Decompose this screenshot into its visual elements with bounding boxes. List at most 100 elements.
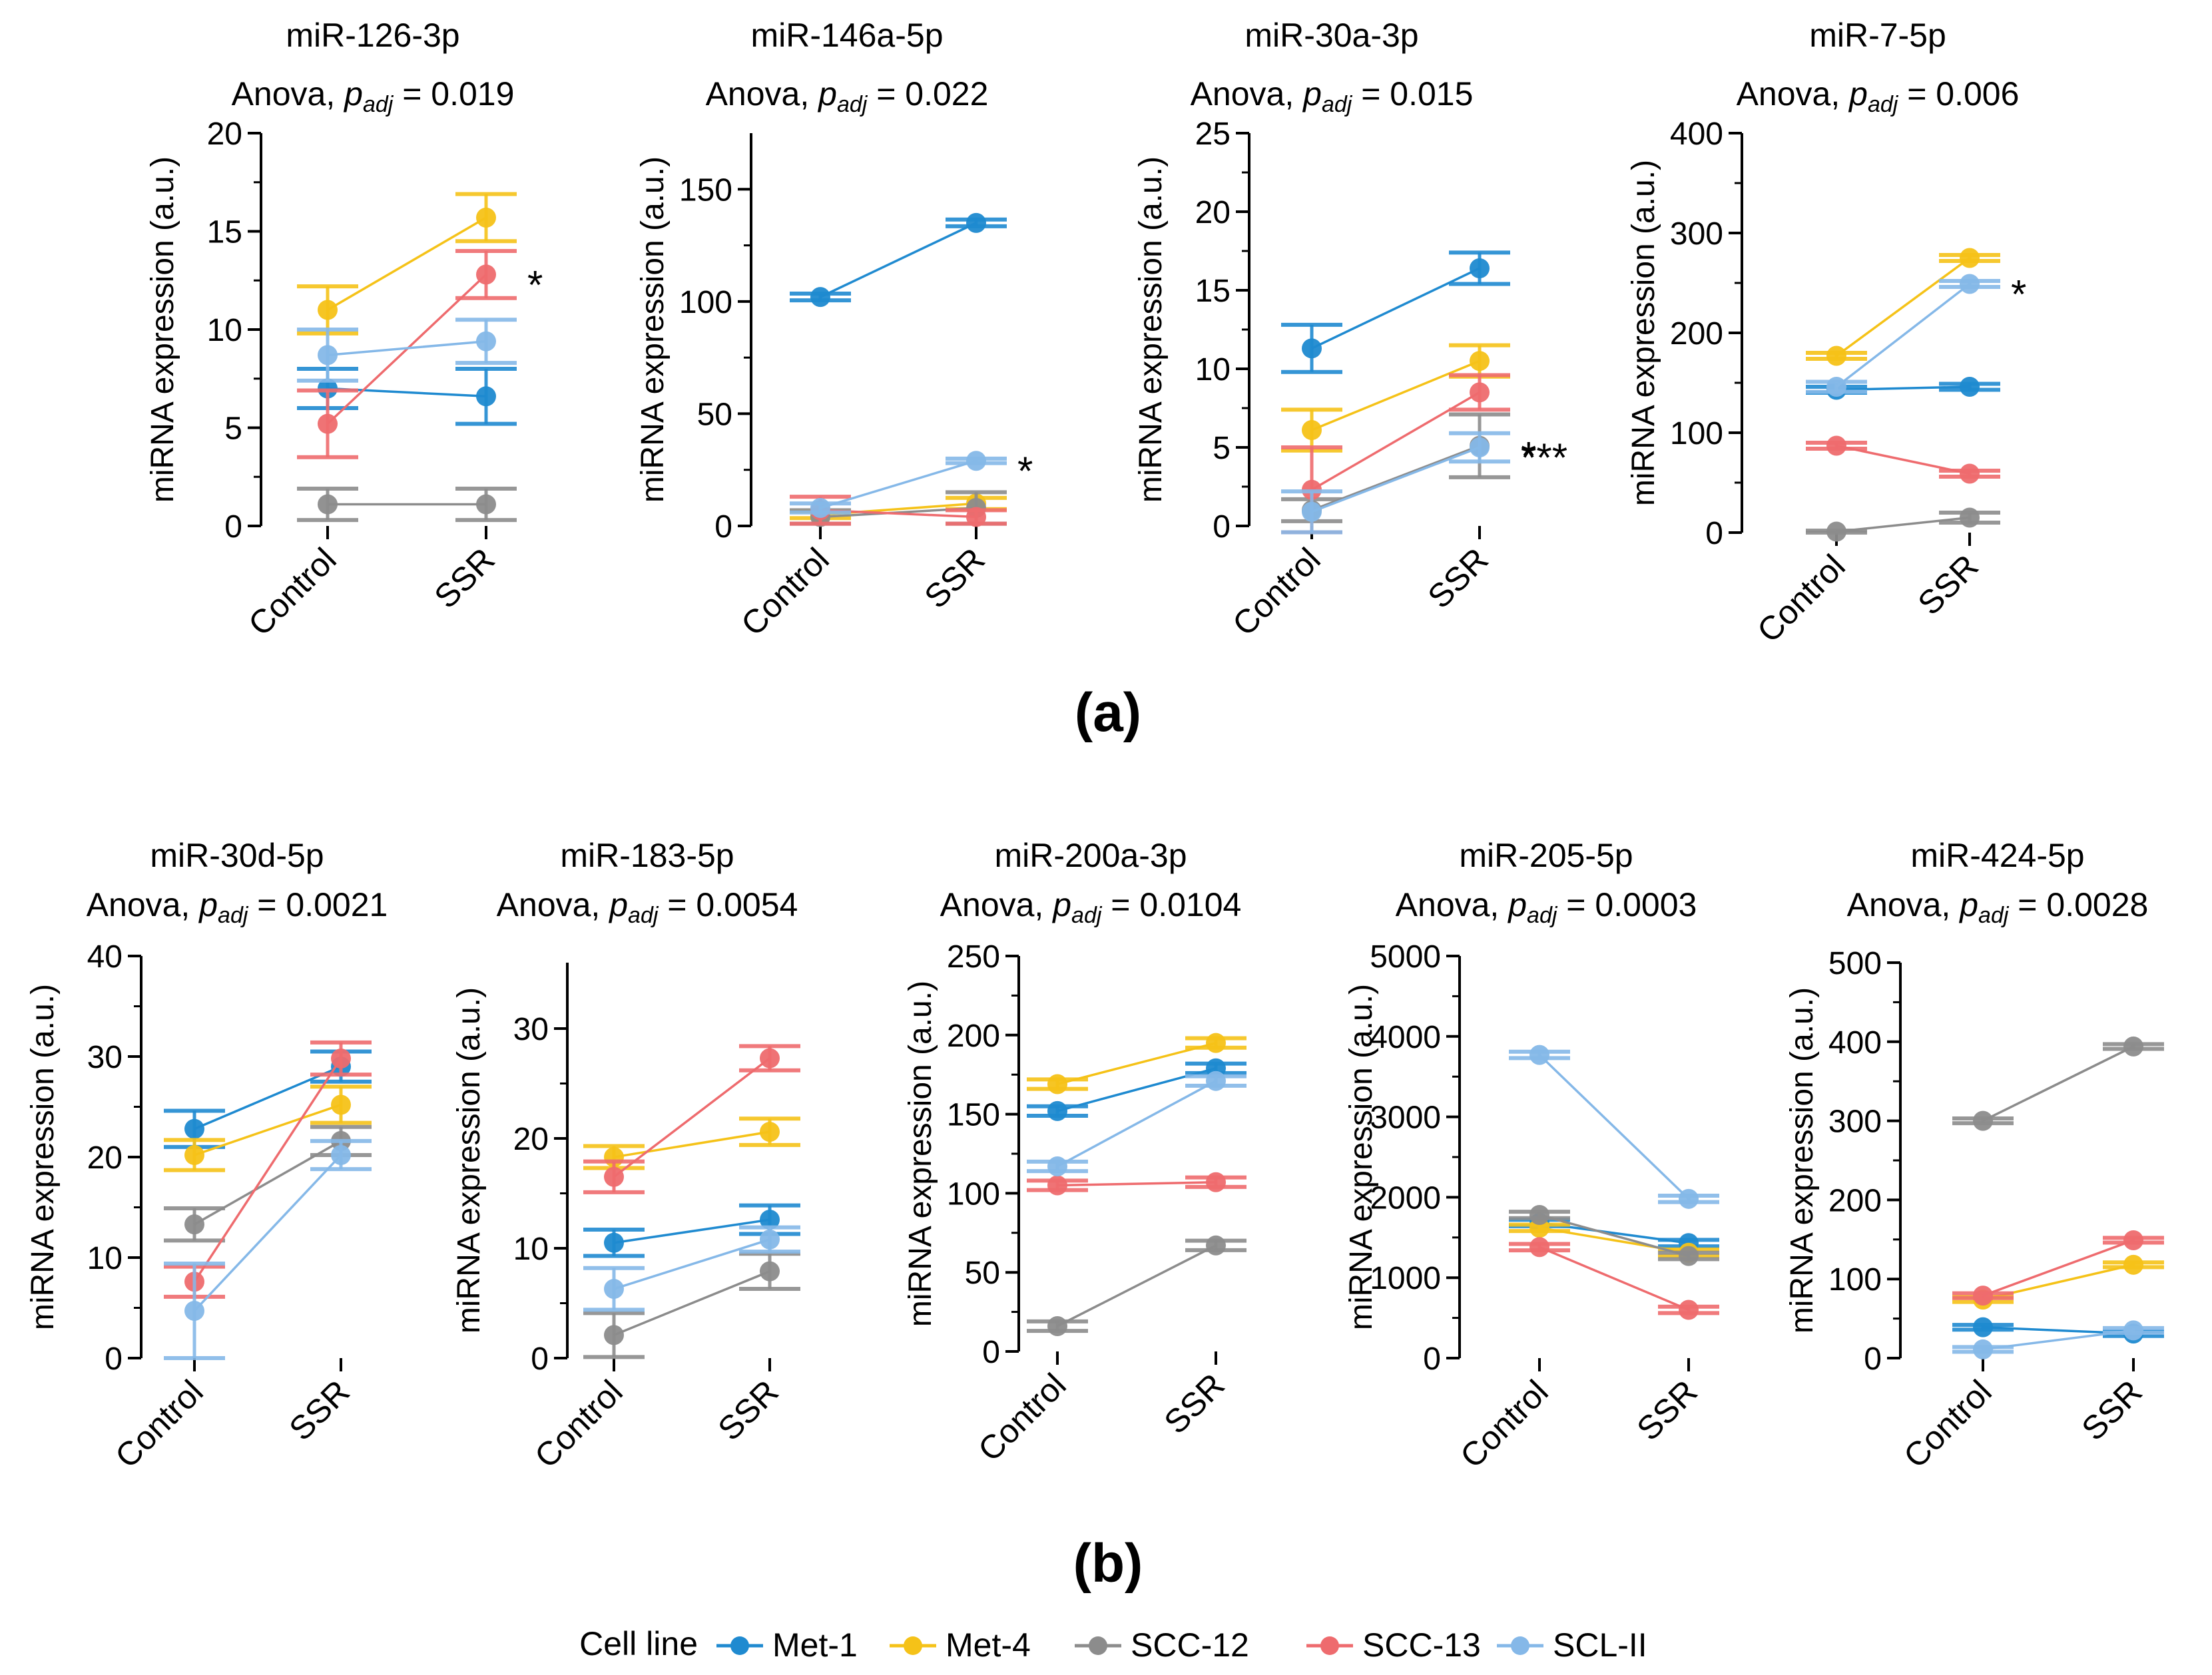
data-point <box>476 386 496 407</box>
data-point <box>1206 1033 1226 1053</box>
x-tick-label: Control <box>241 541 344 643</box>
legend-label: Met-1 <box>772 1626 858 1664</box>
data-point <box>476 264 496 285</box>
data-point <box>2123 1036 2143 1057</box>
chart-stat-label: Anova, padj = 0.019 <box>232 75 515 117</box>
stat-value: = 0.0021 <box>248 886 388 923</box>
series-SCC-12 <box>583 1252 800 1359</box>
y-tick-label: 4000 <box>1370 1020 1441 1055</box>
x-tick-label: Control <box>1225 541 1328 643</box>
chart-stat-label: Anova, padj = 0.0104 <box>940 886 1242 928</box>
data-point <box>1470 258 1490 278</box>
legend-item-Met-4: Met-4 <box>890 1626 1031 1664</box>
data-point <box>331 1049 351 1069</box>
chart-title: miR-30a-3p <box>1244 17 1418 54</box>
series-line <box>1311 446 1480 513</box>
stat-sub: adj <box>363 92 394 117</box>
data-point <box>1047 1100 1067 1121</box>
x-tick-label: Control <box>527 1373 630 1475</box>
stat-prefix: Anova, <box>232 75 345 113</box>
y-tick-label: 30 <box>513 1012 549 1047</box>
chart-miR-424-5p: miR-424-5p Anova, padj = 0.0028 0 100 200 300… <box>1785 837 2164 1475</box>
y-tick-label: 0 <box>531 1341 549 1377</box>
stat-value: = 0.015 <box>1352 75 1473 113</box>
series-line <box>194 1140 342 1226</box>
stat-value: = 0.0054 <box>658 886 798 923</box>
stat-sub: adj <box>837 92 868 117</box>
chart-stat-label: Anova, padj = 0.015 <box>1191 75 1474 117</box>
series-SCL-II <box>164 1138 372 1360</box>
chart-miR-30d-5p: miR-30d-5p Anova, padj = 0.0021 0 10 20 30 40 m… <box>25 837 388 1475</box>
data-point <box>2123 1230 2143 1250</box>
chart-title: miR-205-5p <box>1459 837 1633 874</box>
data-point <box>760 1048 780 1069</box>
y-tick-label: 0 <box>1864 1341 1882 1377</box>
y-tick-label: 0 <box>1213 509 1231 545</box>
y-tick-label: 1000 <box>1370 1261 1441 1296</box>
legend-marker <box>1320 1636 1339 1655</box>
stat-p: p <box>1848 75 1868 113</box>
data-point <box>1206 1235 1226 1256</box>
y-axis-label: miRNA expression (a.u.) <box>145 156 180 503</box>
series-line <box>1835 283 1971 388</box>
x-tick-label: SSR <box>710 1373 785 1447</box>
y-axis-label: miRNA expression (a.u.) <box>451 987 487 1333</box>
y-axis-label: miRNA expression (a.u.) <box>1626 160 1661 506</box>
panel-label-a: (a) <box>1075 682 1141 743</box>
data-point <box>1047 1156 1067 1177</box>
series-line <box>1982 1045 2134 1122</box>
data-point <box>184 1118 204 1139</box>
series-Met-4 <box>1281 343 1510 453</box>
y-tick-label: 5 <box>1213 431 1231 466</box>
series-line <box>1311 391 1480 491</box>
y-tick-label: 20 <box>87 1140 123 1176</box>
y-tick-label: 150 <box>947 1098 1000 1133</box>
x-tick-label: SSR <box>917 541 991 615</box>
data-point <box>604 1325 624 1345</box>
stat-p: p <box>343 75 363 113</box>
series-Met-1 <box>1281 250 1510 374</box>
data-point <box>1973 1339 1993 1359</box>
significance-marker: * <box>1017 449 1033 493</box>
y-tick-label: 0 <box>1423 1341 1441 1377</box>
x-tick-label: SSR <box>427 541 501 615</box>
series-line <box>1982 1329 2134 1351</box>
stat-sub: adj <box>628 903 659 928</box>
y-tick-label: 40 <box>87 939 123 975</box>
chart-miR-126-3p: miR-126-3p Anova, padj = 0.019 0 5 10 15 20 miR… <box>145 17 543 643</box>
y-tick-label: 5 <box>224 411 242 447</box>
stat-sub: adj <box>1322 92 1353 117</box>
data-point <box>331 1144 351 1165</box>
y-tick-label: 3000 <box>1370 1100 1441 1136</box>
chart-miR-7-5p: miR-7-5p Anova, padj = 0.006 0 100 200 300 400… <box>1626 17 2026 650</box>
series-line <box>1836 385 1970 391</box>
series-SCC-12 <box>1952 1036 2164 1131</box>
chart-miR-205-5p: miR-205-5p Anova, padj = 0.0003 0 1000 2000 3… <box>1344 837 1719 1475</box>
series-line <box>1836 444 1970 475</box>
y-axis-label: miRNA expression (a.u.) <box>1785 987 1820 1333</box>
series-SCL-II <box>297 318 517 383</box>
stat-sub: adj <box>1527 903 1558 928</box>
series-Met-1 <box>790 212 1007 308</box>
series-Met-4 <box>583 1116 800 1170</box>
data-point <box>476 494 496 515</box>
series-Met-4 <box>1806 248 2000 366</box>
chart-title: miR-7-5p <box>1809 17 1946 54</box>
stat-prefix: Anova, <box>706 75 819 113</box>
series-line <box>1982 1239 2134 1297</box>
series-SCC-13 <box>583 1044 800 1194</box>
y-tick-label: 10 <box>1195 352 1231 387</box>
data-point <box>1302 501 1322 522</box>
y-tick-label: 25 <box>1195 117 1231 152</box>
significance-marker: *** <box>1521 435 1567 480</box>
stat-value: = 0.019 <box>393 75 514 113</box>
chart-stat-label: Anova, padj = 0.022 <box>706 75 989 117</box>
series-SCC-12 <box>1806 507 2000 542</box>
series-line <box>327 340 487 357</box>
y-tick-label: 100 <box>1670 416 1723 451</box>
data-point <box>184 1214 204 1235</box>
data-point <box>810 498 830 519</box>
series-line <box>1057 1244 1217 1327</box>
y-tick-label: 0 <box>224 509 242 545</box>
data-point <box>318 345 338 365</box>
